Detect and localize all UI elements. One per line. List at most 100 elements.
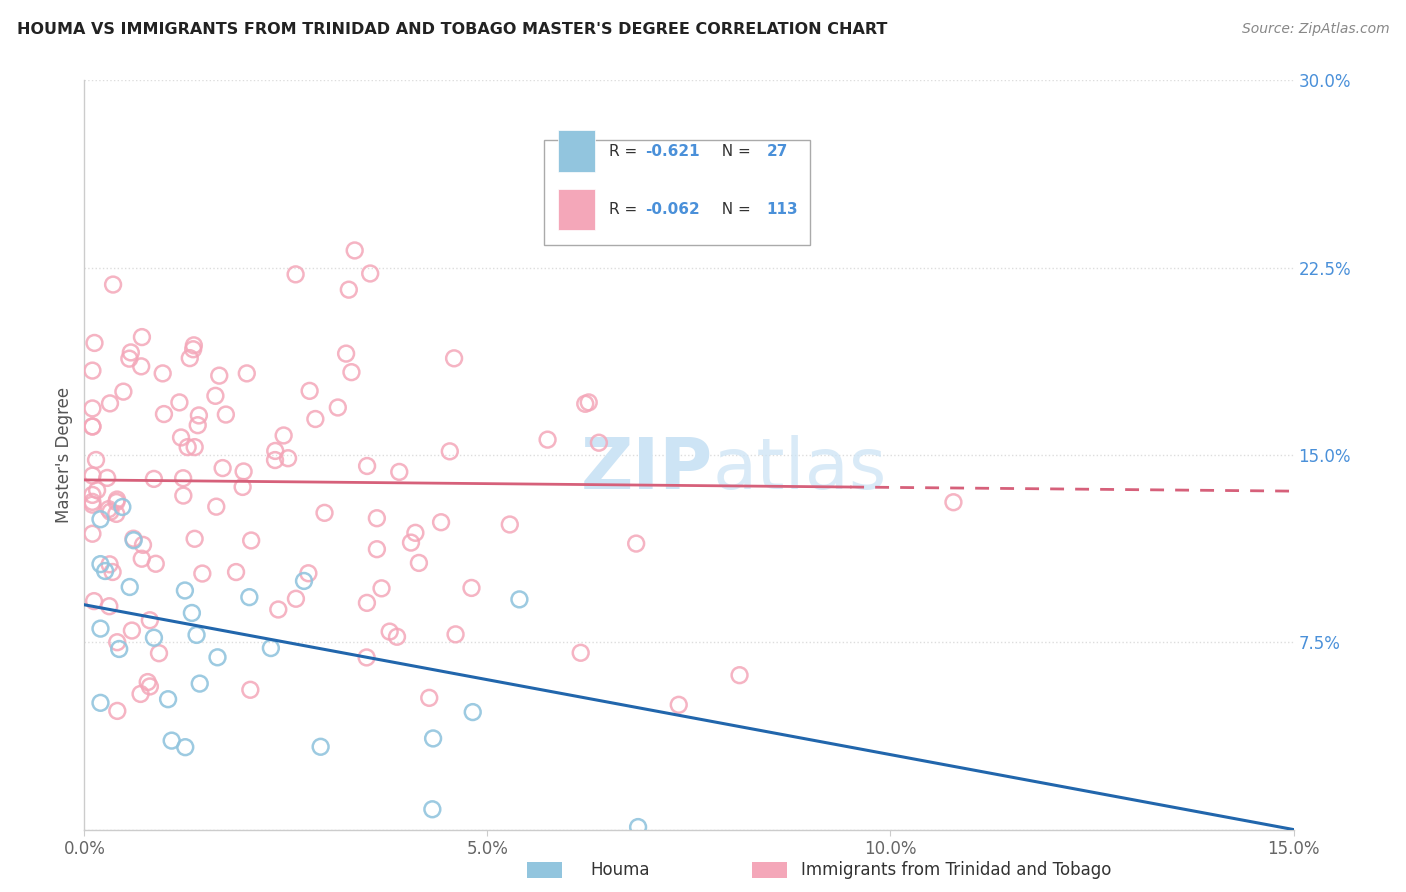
Point — [273, 428, 295, 442]
Point — [183, 338, 205, 352]
Point — [232, 480, 254, 494]
Point — [668, 698, 690, 712]
Text: R =: R = — [609, 202, 643, 217]
Point — [172, 489, 194, 503]
Point — [578, 395, 600, 409]
Point — [172, 471, 194, 485]
Point — [101, 277, 124, 292]
Point — [97, 502, 120, 516]
Point — [148, 646, 170, 660]
Point — [181, 343, 204, 357]
Point — [118, 580, 141, 594]
Point — [408, 556, 430, 570]
Text: atlas: atlas — [713, 435, 887, 504]
Point — [260, 641, 283, 656]
Point — [176, 440, 198, 454]
Point — [98, 599, 121, 614]
Point — [105, 704, 128, 718]
Point — [82, 363, 104, 377]
Point — [309, 739, 332, 754]
Text: -0.062: -0.062 — [645, 202, 700, 217]
Point — [208, 368, 231, 383]
Point — [145, 557, 167, 571]
Point — [86, 483, 108, 498]
FancyBboxPatch shape — [544, 140, 810, 245]
Point — [100, 505, 122, 519]
Point — [160, 733, 183, 747]
Point — [136, 675, 159, 690]
Point — [422, 802, 444, 816]
Point — [627, 820, 650, 834]
Point — [82, 419, 104, 434]
Point — [211, 461, 233, 475]
Point — [187, 409, 209, 423]
Point — [267, 602, 290, 616]
Point — [183, 532, 205, 546]
Point — [340, 365, 363, 379]
Text: ZIP: ZIP — [581, 435, 713, 504]
Point — [111, 500, 134, 514]
Point — [183, 440, 205, 454]
Point — [366, 511, 388, 525]
Point — [728, 668, 751, 682]
Point — [204, 389, 226, 403]
Point — [98, 396, 121, 410]
Point — [443, 351, 465, 366]
Point — [82, 419, 104, 434]
Text: Immigrants from Trinidad and Tobago: Immigrants from Trinidad and Tobago — [801, 861, 1112, 879]
Text: 27: 27 — [766, 144, 787, 159]
Point — [461, 705, 484, 719]
Point — [105, 492, 128, 507]
Point — [191, 566, 214, 581]
Point — [264, 453, 287, 467]
Point — [82, 401, 104, 416]
Point — [588, 435, 610, 450]
Point — [205, 500, 228, 514]
Point — [101, 565, 124, 579]
Point — [83, 335, 105, 350]
Point — [232, 465, 254, 479]
Point — [404, 525, 426, 540]
Point — [343, 244, 366, 258]
Point — [94, 564, 117, 578]
Point — [129, 687, 152, 701]
Point — [335, 346, 357, 360]
Point — [337, 283, 360, 297]
Bar — [558, 130, 595, 171]
Point — [139, 613, 162, 627]
Point — [388, 465, 411, 479]
Point — [574, 397, 596, 411]
Point — [207, 650, 229, 665]
Text: N =: N = — [711, 144, 755, 159]
Point — [89, 512, 111, 526]
Point — [240, 533, 263, 548]
Point — [460, 581, 482, 595]
Text: Houma: Houma — [591, 861, 650, 879]
Point — [82, 488, 104, 502]
Point — [536, 433, 558, 447]
Point — [439, 444, 461, 458]
Point — [96, 471, 118, 485]
Point — [422, 731, 444, 746]
Point — [129, 359, 152, 374]
Point — [82, 468, 104, 483]
Point — [356, 596, 378, 610]
Text: 113: 113 — [766, 202, 799, 217]
Point — [180, 606, 202, 620]
Point — [314, 506, 336, 520]
Point — [370, 582, 392, 596]
Point — [444, 627, 467, 641]
Point — [121, 624, 143, 638]
Point — [152, 367, 174, 381]
Point — [142, 631, 165, 645]
Point — [118, 351, 141, 366]
Point — [399, 535, 422, 549]
Point — [186, 628, 208, 642]
Point — [82, 526, 104, 541]
Point — [89, 622, 111, 636]
Point — [264, 444, 287, 458]
Point — [174, 583, 197, 598]
Point — [569, 646, 592, 660]
Point — [304, 412, 326, 426]
Text: HOUMA VS IMMIGRANTS FROM TRINIDAD AND TOBAGO MASTER'S DEGREE CORRELATION CHART: HOUMA VS IMMIGRANTS FROM TRINIDAD AND TO… — [17, 22, 887, 37]
